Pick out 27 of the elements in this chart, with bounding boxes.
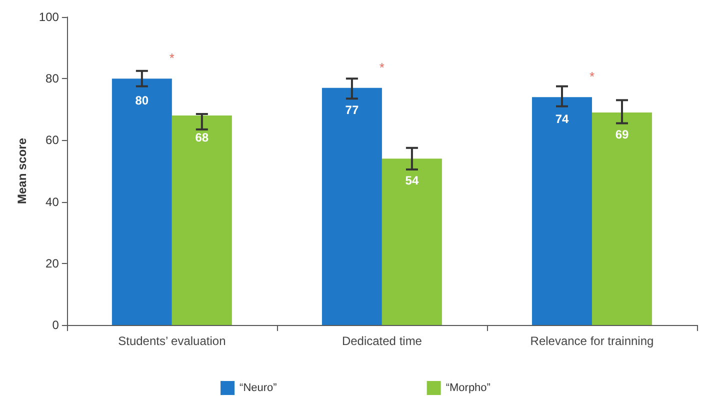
data-label: 69 [615, 127, 629, 142]
y-tick-label: 100 [38, 10, 60, 24]
y-tick-label: 40 [46, 194, 60, 209]
bar [592, 112, 652, 325]
annotation: * [169, 50, 174, 66]
bar [322, 88, 382, 325]
annotation: * [589, 69, 595, 84]
y-tick-label: 0 [52, 318, 60, 332]
bar [172, 116, 232, 325]
y-tick-label: 60 [46, 133, 60, 148]
x-tick-label: Dedicated time [342, 334, 422, 348]
y-tick-label: 80 [46, 72, 60, 86]
y-axis-title: Mean score [15, 138, 29, 204]
data-label: 80 [135, 94, 149, 108]
data-label: 54 [405, 174, 419, 188]
y-tick-label: 20 [46, 256, 60, 270]
legend-label: “Morpho” [446, 382, 491, 394]
data-label: 68 [195, 130, 209, 145]
data-label: 77 [345, 102, 359, 117]
legend-label: “Neuro” [240, 382, 278, 394]
x-tick-label: Relevance for trainning [530, 334, 654, 348]
data-label: 74 [555, 112, 569, 126]
x-tick-label: Students’ evaluation [118, 334, 226, 348]
bar [532, 97, 592, 325]
annotation: * [379, 60, 384, 75]
bar [382, 158, 442, 325]
bar [112, 78, 172, 325]
